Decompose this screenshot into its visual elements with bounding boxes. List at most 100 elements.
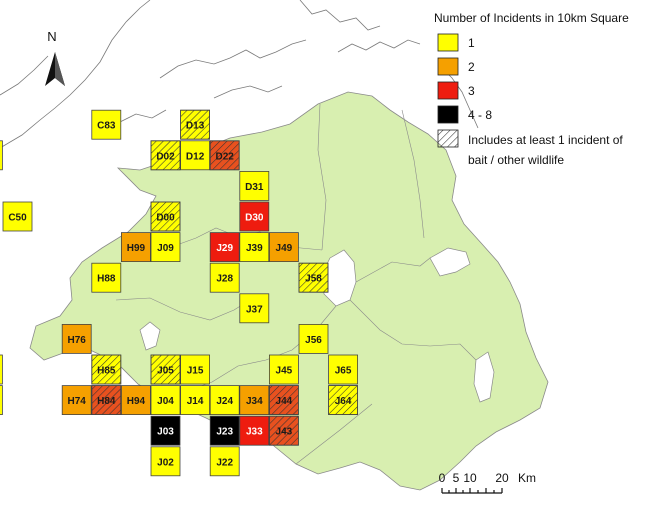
square-j24: J24	[209, 385, 240, 416]
square-c42: C42	[0, 140, 3, 171]
square-fill	[239, 385, 270, 416]
square-j09: J09	[150, 232, 181, 263]
square-fill	[180, 140, 211, 171]
square-label: J33	[246, 427, 263, 438]
square-d30: D30	[239, 201, 270, 232]
square-j45: J45	[268, 354, 299, 385]
square-fill	[209, 415, 240, 446]
incident-squares: C83 D13 C42 D02 D12 D22 D31 C50 D00 D30 H99 J09 J29 J…	[0, 109, 359, 477]
square-j49: J49	[268, 232, 299, 263]
legend: Number of Incidents in 10km Square 1 2 3 4 …	[434, 11, 629, 167]
square-d00: D00	[150, 201, 181, 232]
scale-bar: 0 5 10 20 Km	[439, 471, 536, 494]
square-hatch	[328, 385, 359, 416]
square-h88: H88	[91, 262, 122, 293]
square-j28: J28	[209, 262, 240, 293]
square-label: C83	[97, 121, 116, 132]
square-label: J04	[157, 396, 174, 407]
square-j14: J14	[180, 385, 211, 416]
square-label: D30	[245, 213, 264, 224]
square-fill	[121, 385, 151, 416]
square-fill	[268, 232, 299, 263]
square-hatch	[150, 140, 181, 171]
square-fill	[239, 170, 270, 201]
square-fill	[150, 415, 181, 446]
legend-title: Number of Incidents in 10km Square	[434, 11, 629, 25]
north-label: N	[47, 29, 56, 44]
scotland-coastline	[0, 0, 479, 149]
square-label: C50	[8, 213, 27, 224]
square-j56: J56	[298, 323, 329, 354]
square-fill	[209, 446, 240, 477]
square-fill	[268, 354, 299, 385]
strangford-lough	[473, 351, 495, 403]
square-h99: H99	[121, 232, 151, 263]
loughs	[139, 247, 495, 403]
square-fill	[328, 354, 359, 385]
scale-tick-20: 20	[495, 471, 509, 485]
square-label: J28	[216, 274, 233, 285]
legend-label: 2	[468, 60, 475, 74]
legend-label: 1	[468, 36, 475, 50]
square-hatch	[268, 415, 299, 446]
square-c50: C50	[2, 201, 33, 232]
legend-label: 4 - 8	[468, 108, 492, 122]
square-h74: H74	[61, 385, 92, 416]
square-d31: D31	[239, 170, 270, 201]
square-h45: H45	[0, 354, 3, 385]
square-j39: J39	[239, 232, 270, 263]
square-j44: J44	[268, 385, 299, 416]
square-j03: J03	[150, 415, 181, 446]
square-c83: C83	[91, 109, 122, 140]
square-label: H84	[97, 396, 116, 407]
square-label: J09	[157, 243, 174, 254]
square-hatch	[91, 385, 122, 416]
square-label: D00	[156, 213, 175, 224]
square-h94: H94	[121, 385, 151, 416]
square-hatch	[209, 140, 240, 171]
square-label: J37	[246, 304, 263, 315]
square-label: J56	[305, 335, 322, 346]
lough-erne	[139, 321, 161, 351]
square-label: J45	[276, 366, 293, 377]
square-h84: H84	[91, 385, 122, 416]
square-hatch	[150, 354, 181, 385]
square-h85: H85	[91, 354, 122, 385]
square-label: J49	[276, 243, 293, 254]
square-j37: J37	[239, 293, 270, 324]
square-fill	[150, 232, 181, 263]
square-fill	[91, 109, 122, 140]
square-fill	[61, 323, 92, 354]
square-label: H85	[97, 366, 116, 377]
square-fill	[298, 323, 329, 354]
square-label: J14	[187, 396, 204, 407]
legend-hatch-swatch	[437, 129, 459, 148]
square-label: H99	[127, 243, 146, 254]
square-j05: J05	[150, 354, 181, 385]
square-j02: J02	[150, 446, 181, 477]
square-label: J44	[276, 396, 293, 407]
square-label: H76	[68, 335, 87, 346]
square-hatch	[180, 109, 211, 140]
square-j23: J23	[209, 415, 240, 446]
square-label: D22	[216, 151, 235, 162]
north-arrow: N	[45, 29, 65, 86]
square-label: H94	[127, 396, 146, 407]
legend-label: 3	[468, 84, 475, 98]
square-j64: J64	[328, 385, 359, 416]
scale-tick-5: 5	[453, 471, 460, 485]
square-j29: J29	[209, 232, 240, 263]
square-j34: J34	[239, 385, 270, 416]
square-j43: J43	[268, 415, 299, 446]
square-fill	[150, 446, 181, 477]
square-fill	[209, 385, 240, 416]
square-label: H88	[97, 274, 116, 285]
square-fill	[209, 262, 240, 293]
square-label: J03	[157, 427, 174, 438]
square-h44: H44	[0, 385, 3, 416]
square-j58: J58	[298, 262, 329, 293]
square-label: D31	[245, 182, 264, 193]
square-fill	[239, 415, 270, 446]
belfast-lough	[429, 247, 471, 277]
square-label: D12	[186, 151, 205, 162]
